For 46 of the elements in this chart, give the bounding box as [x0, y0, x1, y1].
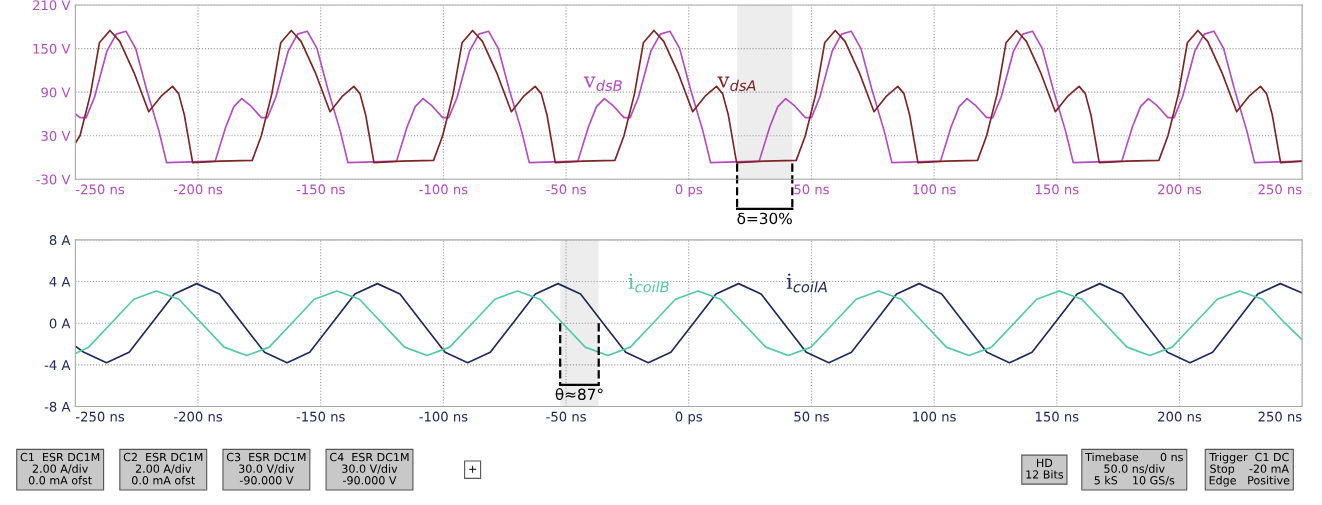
legend-label: δ=30%	[737, 212, 792, 225]
x-tick-label: 250 ns	[1258, 184, 1302, 195]
text: Timebase 0 ns 50.0 ns/div 5 kS 10 GS/s	[1085, 452, 1183, 486]
x-tick-label: -150 ns	[296, 411, 345, 422]
y-tick-label: 210 V	[33, 0, 71, 11]
y-tick-label: 0 A	[49, 318, 71, 329]
x-tick-label: 200 ns	[1158, 184, 1202, 195]
y-tick-label: 150 V	[33, 43, 71, 54]
y-tick-label: -30 V	[36, 174, 71, 185]
x-tick-label: 50 ns	[794, 184, 829, 195]
x-tick-label: -50 ns	[546, 411, 586, 422]
x-tick-label: -200 ns	[173, 411, 223, 422]
series-label: i$_{coilB}$	[628, 273, 669, 293]
x-tick-label: 250 ns	[1258, 411, 1302, 422]
x-tick-label: -200 ns	[173, 184, 223, 195]
x-tick-label: -50 ns	[546, 184, 586, 195]
text: HD 12 Bits	[1026, 458, 1064, 479]
x-tick-label: 100 ns	[913, 184, 956, 195]
y-tick-label: 4 A	[49, 276, 71, 287]
series-label: v$_{dsB}$	[583, 76, 622, 92]
x-tick-label: -150 ns	[296, 184, 345, 195]
y-tick-label: -4 A	[44, 360, 71, 370]
band-label: θ≈87°	[555, 388, 603, 401]
x-tick-label: 0 ps	[675, 411, 703, 425]
text: Trigger C1 DC Stop -20 mA Edge Positive	[1209, 452, 1290, 487]
x-tick-label: -250 ns	[76, 411, 125, 422]
text: +	[469, 465, 477, 473]
series-label: v$_{dsA}$	[717, 76, 756, 92]
series-label: i$_{coilA}$	[786, 273, 827, 293]
x-tick-label: 100 ns	[913, 411, 956, 422]
y-tick-label: 30 V	[41, 130, 71, 141]
text: C4 ESR DC1M 30.0 V/div -90.000 V	[330, 452, 409, 485]
x-tick-label: 150 ns	[1035, 184, 1079, 195]
y-tick-label: 8 A	[49, 235, 71, 246]
text: C1 ESR DC1M 2.00 A/div 0.0 mA ofst	[20, 452, 100, 485]
x-tick-label: -250 ns	[76, 184, 125, 195]
text: C3 ESR DC1M 30.0 V/div -90.000 V	[226, 452, 306, 485]
x-tick-label: 200 ns	[1158, 411, 1202, 422]
x-tick-label: 0 ps	[675, 184, 703, 197]
y-tick-label: -8 A	[44, 401, 71, 412]
x-tick-label: -100 ns	[419, 411, 468, 422]
text: C2 ESR DC1M 2.00 A/div 0.0 mA ofst	[123, 452, 203, 485]
y-tick-label: 90 V	[41, 87, 71, 98]
x-tick-label: -100 ns	[419, 184, 468, 195]
x-tick-label: 50 ns	[794, 411, 829, 422]
x-tick-label: 150 ns	[1035, 411, 1079, 422]
